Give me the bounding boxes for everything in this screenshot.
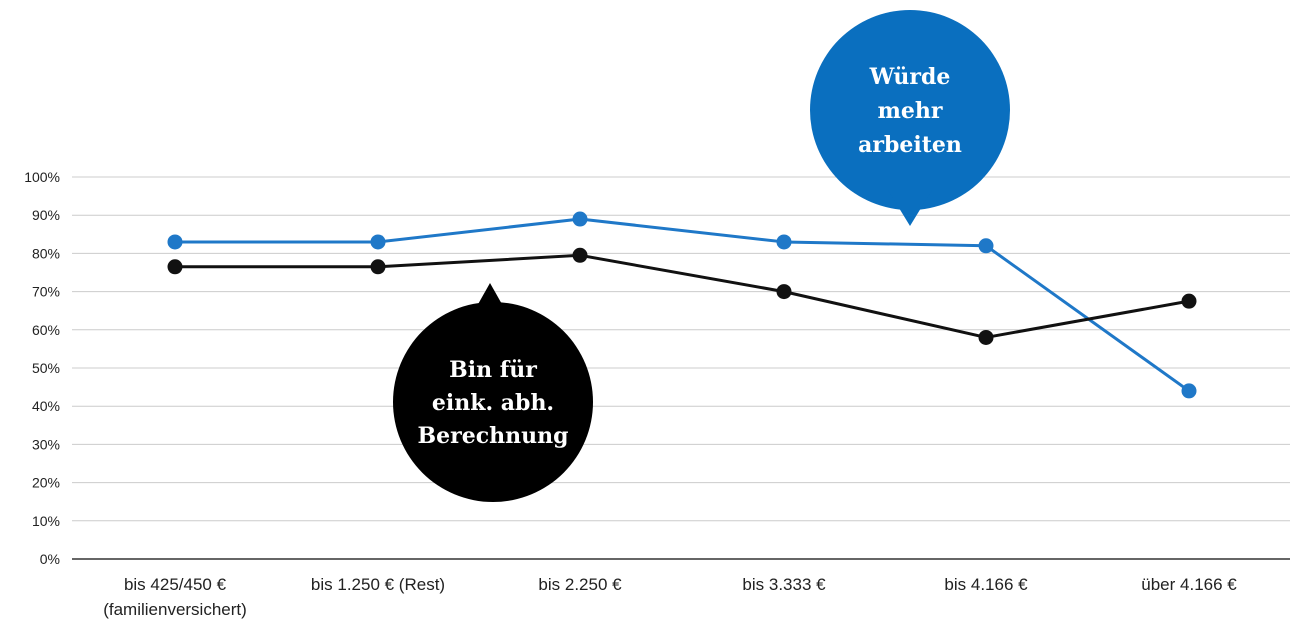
bubble-tail	[888, 190, 932, 226]
data-point-black	[1181, 293, 1197, 309]
x-tick-label: bis 1.250 € (Rest)	[311, 575, 445, 594]
data-point-black	[978, 329, 994, 345]
data-point-blue	[776, 234, 792, 250]
x-tick-label: bis 425/450 €	[124, 575, 227, 594]
data-point-black	[572, 247, 588, 263]
data-point-blue	[370, 234, 386, 250]
y-tick-label: 60%	[32, 322, 60, 338]
y-tick-label: 40%	[32, 398, 60, 414]
bubble-text-line: arbeiten	[858, 132, 962, 158]
data-point-blue	[978, 238, 994, 254]
data-point-blue	[572, 211, 588, 227]
y-tick-label: 50%	[32, 360, 60, 376]
series-line-black	[175, 253, 1190, 339]
x-tick-label: über 4.166 €	[1141, 575, 1237, 594]
series-lines	[167, 211, 1197, 399]
y-tick-label: 100%	[24, 169, 60, 185]
bubble-text-line: Bin für	[449, 357, 537, 383]
bubble-circle	[810, 10, 1010, 210]
y-tick-label: 70%	[32, 284, 60, 300]
annotation-bubble-blue: Würde mehr arbeiten	[810, 10, 1010, 226]
bubble-text-line: Würde	[869, 64, 951, 90]
x-tick-label: bis 2.250 €	[538, 575, 622, 594]
bubble-text-line: eink. abh.	[432, 390, 554, 416]
y-axis-tick-labels: 0% 10% 20% 30% 40% 50% 60% 70% 80% 90% 100%	[24, 169, 60, 567]
data-point-blue	[167, 234, 183, 250]
series-blue	[167, 211, 1197, 399]
data-point-black	[167, 259, 183, 275]
gridlines	[72, 176, 1290, 522]
y-tick-label: 90%	[32, 207, 60, 223]
y-tick-label: 30%	[32, 436, 60, 452]
bubble-tail	[468, 283, 512, 322]
x-tick-label: (familienversichert)	[103, 600, 247, 619]
y-tick-label: 10%	[32, 513, 60, 529]
y-tick-label: 80%	[32, 245, 60, 261]
annotation-bubble-black: Bin für eink. abh. Berechnung	[393, 283, 593, 502]
x-tick-label: bis 4.166 €	[944, 575, 1028, 594]
data-point-black	[776, 284, 792, 300]
y-tick-label: 20%	[32, 475, 60, 491]
bubble-text-line: Berechnung	[418, 423, 569, 449]
data-point-black	[370, 259, 386, 275]
series-line-blue	[175, 217, 1190, 393]
bubble-circle	[393, 302, 593, 502]
series-black	[167, 247, 1197, 345]
annotation-bubbles: Würde mehr arbeiten Bin für eink. abh. Berech…	[393, 10, 1010, 502]
x-tick-label: bis 3.333 €	[742, 575, 826, 594]
y-tick-label: 0%	[40, 551, 60, 567]
data-point-blue	[1181, 383, 1197, 399]
bubble-text-line: mehr	[878, 98, 943, 124]
x-axis-category-labels: bis 425/450 € (familienversichert) bis 1.2…	[103, 575, 1237, 619]
